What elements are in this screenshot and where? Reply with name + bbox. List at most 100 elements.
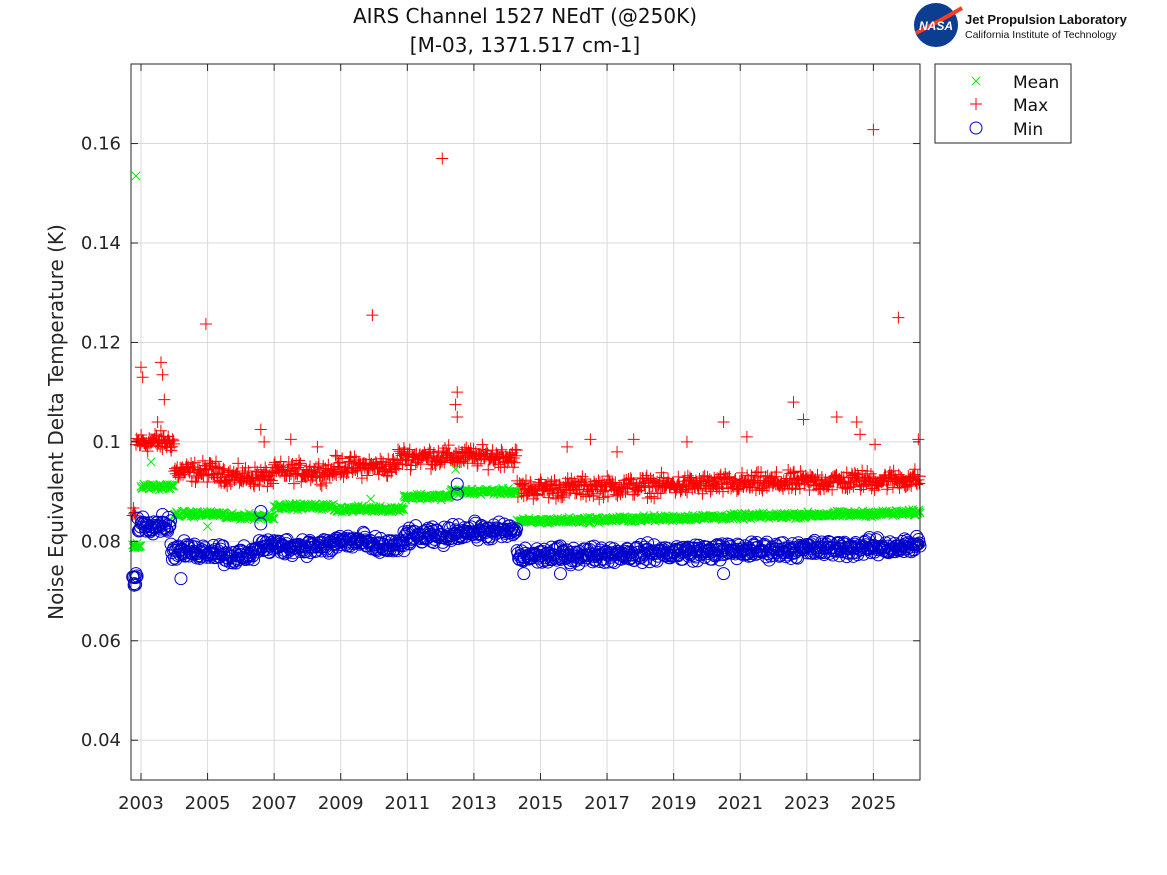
max-point xyxy=(261,480,274,493)
mean-point-outlier xyxy=(146,457,156,467)
max-point xyxy=(722,471,735,484)
min-point-outlier xyxy=(174,572,188,586)
x-tick-label: 2021 xyxy=(717,793,763,814)
max-point-outlier xyxy=(254,423,267,436)
max-point-outlier xyxy=(627,433,640,446)
max-point-outlier xyxy=(284,433,297,446)
max-point-outlier xyxy=(830,411,843,424)
max-point-outlier xyxy=(449,398,462,411)
max-point xyxy=(510,449,523,462)
x-tick-label: 2019 xyxy=(651,793,697,814)
max-point xyxy=(911,478,924,491)
max-point xyxy=(355,472,368,485)
min-point xyxy=(690,554,704,568)
max-point xyxy=(507,461,520,474)
x-tick-label: 2023 xyxy=(784,793,830,814)
max-point xyxy=(788,465,801,478)
min-point xyxy=(635,556,649,570)
max-point xyxy=(467,442,480,455)
max-point xyxy=(509,443,522,456)
min-point xyxy=(909,539,923,553)
max-point xyxy=(847,480,860,493)
min-point xyxy=(164,514,178,528)
min-point xyxy=(746,544,760,558)
mean-point-outlier xyxy=(451,464,461,474)
max-point xyxy=(556,491,569,504)
max-point-outlier xyxy=(451,386,464,399)
max-point-outlier xyxy=(156,368,169,381)
series-max xyxy=(126,123,926,522)
max-point xyxy=(154,424,167,437)
max-point-outlier xyxy=(797,413,810,426)
max-point-outlier xyxy=(136,371,149,384)
mean-point xyxy=(169,481,179,491)
max-point-outlier xyxy=(199,318,212,331)
max-point xyxy=(267,477,280,490)
min-point xyxy=(163,519,177,533)
max-point xyxy=(782,463,795,476)
nasa-wordmark: NASA xyxy=(919,19,953,33)
min-point-outlier xyxy=(129,567,143,581)
max-point xyxy=(881,478,894,491)
min-point-outlier xyxy=(553,567,567,581)
nasa-meatball-icon xyxy=(914,3,958,47)
max-point xyxy=(826,483,839,496)
min-point xyxy=(832,549,846,563)
min-point-outlier xyxy=(910,529,924,543)
min-point xyxy=(161,510,175,524)
max-point xyxy=(442,439,455,452)
x-tick-label: 2005 xyxy=(185,793,231,814)
legend-marker-mean xyxy=(971,76,981,86)
mean-point-outlier xyxy=(131,171,141,181)
max-point xyxy=(507,451,520,464)
min-point xyxy=(468,516,482,530)
max-point xyxy=(168,437,181,450)
max-point xyxy=(377,456,390,469)
min-point xyxy=(903,540,917,554)
max-point xyxy=(201,475,214,488)
max-point xyxy=(287,477,300,490)
min-point xyxy=(510,522,524,536)
max-point xyxy=(495,443,508,456)
max-point xyxy=(783,476,796,489)
max-point xyxy=(502,454,515,467)
x-tick-label: 2025 xyxy=(850,793,896,814)
min-point xyxy=(160,523,174,537)
max-point xyxy=(645,490,658,503)
min-point xyxy=(162,519,176,533)
max-point xyxy=(239,461,252,474)
min-point-outlier xyxy=(717,567,731,581)
max-point xyxy=(530,489,543,502)
max-point xyxy=(864,467,877,480)
max-point-outlier xyxy=(584,433,597,446)
max-point xyxy=(293,459,306,472)
y-tick-label: 0.14 xyxy=(81,233,121,254)
mean-point xyxy=(510,486,520,497)
x-tick-label: 2015 xyxy=(518,793,564,814)
y-tick-label: 0.04 xyxy=(81,730,121,751)
max-point xyxy=(403,443,416,456)
max-point xyxy=(596,485,609,498)
legend: Mean Max Min xyxy=(934,63,1072,144)
min-point xyxy=(485,532,499,546)
max-point xyxy=(293,454,306,467)
max-point-outlier xyxy=(436,152,449,165)
max-point xyxy=(331,450,344,463)
max-point xyxy=(253,479,266,492)
max-point xyxy=(340,467,353,480)
min-point-outlier xyxy=(517,567,531,581)
x-tick-label: 2013 xyxy=(451,793,497,814)
x-tick-label: 2017 xyxy=(584,793,630,814)
max-point xyxy=(845,478,858,491)
max-point xyxy=(336,452,349,465)
legend-marker-min xyxy=(969,121,983,135)
y-tick-label: 0.06 xyxy=(81,631,121,652)
min-point xyxy=(177,534,191,548)
min-point xyxy=(161,524,175,538)
mean-point xyxy=(913,505,924,515)
jpl-org-name: Jet Propulsion Laboratory xyxy=(965,12,1128,27)
max-point xyxy=(232,457,245,470)
max-point xyxy=(471,459,484,472)
chart-subtitle: [M-03, 1371.517 cm-1] xyxy=(410,33,640,57)
